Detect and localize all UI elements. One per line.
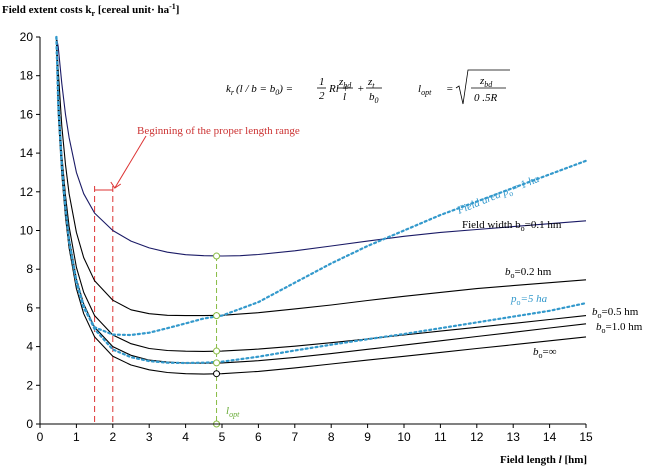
svg-text:l: l [343,91,346,103]
y-tick-label: 18 [20,69,34,83]
y-tick-label: 10 [20,224,34,238]
svg-text:=: = [446,83,453,95]
x-tick-label: 9 [364,430,371,444]
series-line-1 [55,36,587,317]
label-b01: Field width bo=0.1 hm [462,219,562,233]
x-tick-label: 12 [470,430,484,444]
optimum-point [213,312,221,320]
svg-text:1: 1 [319,76,325,88]
label-area-5ha: po=5 ha [510,293,548,307]
optimum-point [213,359,221,367]
formula-lopt: lopt = zbd 0 .5R [418,69,510,105]
x-tick-label: 13 [507,430,521,444]
x-tick-label: 3 [146,430,153,444]
label-b05: bo=0.5 hm [592,306,639,320]
optimum-point [213,347,221,355]
x-tick-label: 10 [397,430,411,444]
formula-kr: kr (l / b = b0) = 1 2 Rl + zbd l + zt b0 [226,76,382,105]
y-tick-label: 14 [20,146,34,160]
svg-text:lopt: lopt [418,83,432,97]
label-b10: bo=1.0 hm [596,321,643,335]
y-tick-label: 12 [20,185,34,199]
series-line-2 [55,36,587,352]
series-line-0 [55,36,587,257]
x-tick-label: 2 [109,430,116,444]
x-tick-label: 5 [219,430,226,444]
x-tick-label: 1 [73,430,80,444]
points-layer [213,252,221,428]
y-tick-label: 6 [26,301,33,315]
optimum-point [213,370,221,378]
guides-layer [94,135,218,424]
series-line-6 [55,35,588,365]
y-tick-label: 20 [20,30,34,44]
svg-text:+: + [357,83,364,95]
label-binf: bo=∞ [533,346,557,360]
svg-text:2: 2 [319,90,325,102]
label-area-1ha: Field area po= 1 ha [455,173,543,219]
svg-text:0 .5R: 0 .5R [474,92,498,104]
x-tick-label: 14 [543,430,557,444]
svg-text:zbd: zbd [338,76,352,90]
svg-text:kr(l / b = b0) =: kr (l / b = b0) = [226,83,293,97]
x-tick-label: 8 [328,430,335,444]
svg-text:zt: zt [367,76,375,90]
y-tick-label: 8 [26,262,33,276]
label-lopt: lopt [226,405,240,419]
optimum-point [213,252,221,260]
x-tick-label: 11 [434,430,447,444]
x-tick-label: 0 [37,430,44,444]
x-tick-label: 6 [255,430,262,444]
proper-length-label: Beginning of the proper length range [137,125,300,137]
x-tick-label: 15 [579,430,593,444]
y-tick-label: 0 [26,417,33,431]
y-tick-label: 16 [20,107,34,121]
y-tick-label: 2 [26,378,33,392]
svg-text:zbd: zbd [479,75,493,89]
proper-length-arrow [114,135,147,189]
svg-text:b0: b0 [369,91,379,105]
x-axis-title: Field length l [hm] [500,454,587,466]
svg-text:Rl +: Rl + [328,83,349,95]
label-b02: bo=0.2 hm [505,266,552,280]
x-tick-label: 7 [291,430,298,444]
series-layer [55,35,588,375]
y-axis-title: Field extent costs kr [cereal unit· ha-1… [2,2,179,18]
proper-length-arrowhead [110,181,122,189]
x-tick-label: 4 [182,430,189,444]
y-tick-label: 4 [26,340,33,354]
